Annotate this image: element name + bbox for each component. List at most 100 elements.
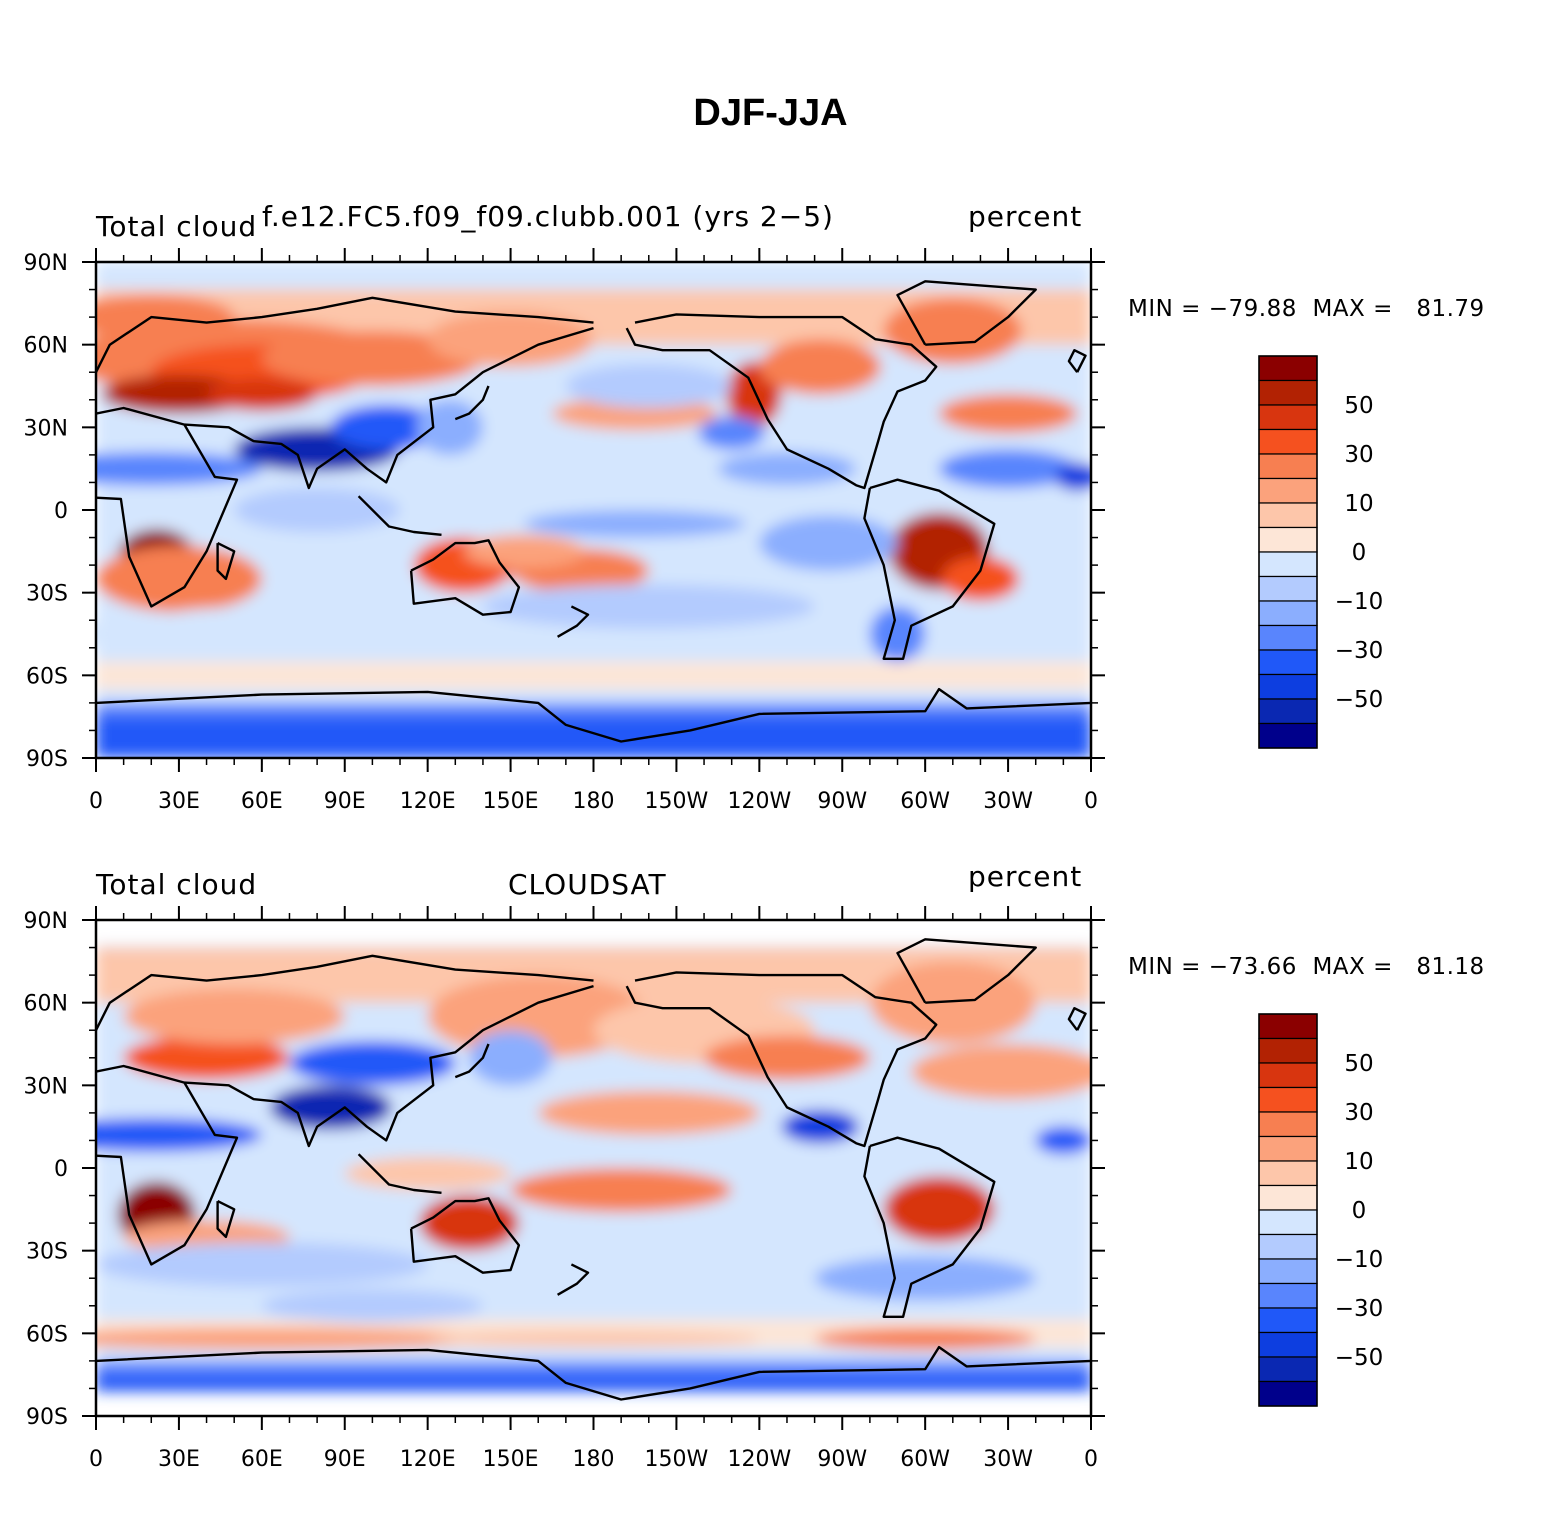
coastline xyxy=(216,1200,236,1239)
field-patch xyxy=(814,1327,1036,1350)
field-patch xyxy=(938,449,1078,488)
colorbar-box xyxy=(1258,379,1318,406)
lon-tick-label: 30W xyxy=(983,1447,1033,1472)
obs-panel: 90N 60N 30N 0 30S 60S 90S 0 30E 60E 90E 120E 150E 180… xyxy=(0,658,1541,1472)
lon-tick-label: 150W xyxy=(645,1447,709,1472)
colorbar-box xyxy=(1258,1184,1318,1211)
field-patch xyxy=(463,534,586,568)
lon-tick-label: 120E xyxy=(400,789,456,814)
colorbar-box xyxy=(1258,477,1318,504)
coastline xyxy=(96,1064,239,1266)
colorbar-box xyxy=(1258,1233,1318,1260)
coastline xyxy=(625,971,938,1148)
lat-tick-label: 90S xyxy=(26,1405,68,1430)
coastline xyxy=(184,984,594,1148)
lat-tick-label: 90S xyxy=(26,747,68,772)
colorbar-label: 30 xyxy=(1344,1100,1373,1126)
field-patch xyxy=(781,1110,859,1144)
field-patch xyxy=(96,1118,262,1152)
colorbar-label: −10 xyxy=(1335,1247,1384,1273)
field-patch xyxy=(96,1327,483,1350)
lon-tick-label: 30E xyxy=(158,1447,200,1472)
coastline xyxy=(409,539,521,616)
coastline xyxy=(96,406,239,608)
lon-tick-label: 90W xyxy=(817,1447,867,1472)
coastline xyxy=(557,605,590,638)
colorbar: 50 30 10 0 −10 −30 −50 xyxy=(1258,1013,1384,1407)
panel-units-label: percent xyxy=(968,200,1083,233)
colorbar-box xyxy=(1258,1380,1318,1407)
field-patch xyxy=(869,961,1036,1044)
field-patch xyxy=(234,487,401,533)
field-patch xyxy=(524,510,746,538)
lat-tick-label: 30N xyxy=(24,1074,68,1099)
coastlines xyxy=(96,938,1091,1401)
lat-tick-label: 30S xyxy=(26,582,68,607)
figure-title: DJF-JJA xyxy=(693,92,848,134)
coastline xyxy=(863,1136,996,1318)
colorbar-box xyxy=(1258,1356,1318,1383)
field-patch xyxy=(941,556,1020,601)
colorbar-label: −10 xyxy=(1335,589,1384,615)
coastline xyxy=(96,1345,1091,1401)
coastline xyxy=(96,954,594,1031)
field-patch xyxy=(698,416,765,450)
field-patch xyxy=(96,620,235,648)
colorbar-box xyxy=(1258,1307,1318,1334)
field-patch xyxy=(482,584,815,629)
coastlines xyxy=(96,280,1091,743)
lon-tick-label: 0 xyxy=(89,789,103,814)
lon-tick-label: 0 xyxy=(1084,789,1098,814)
field-patch xyxy=(510,1168,732,1213)
lat-tick-label: 90N xyxy=(24,909,68,934)
field-patch xyxy=(123,1035,290,1080)
field-patch xyxy=(883,1176,995,1243)
colorbar-box xyxy=(1258,1331,1318,1358)
coastline xyxy=(96,296,594,373)
field-patch xyxy=(717,452,857,486)
field-patch xyxy=(123,988,345,1044)
field-patch xyxy=(1035,1126,1091,1155)
lon-tick-label: 120W xyxy=(727,1447,791,1472)
field-patch xyxy=(759,515,898,571)
coastline xyxy=(1067,349,1087,373)
field-patch xyxy=(206,377,318,411)
lon-tick-label: 0 xyxy=(89,1447,103,1472)
model-map: 90N 60N 30N 0 30S 60S 90S 0 30E 60E 90E 120E 150E 180… xyxy=(24,248,1105,814)
coastline xyxy=(216,542,236,581)
field-patch xyxy=(419,1195,519,1251)
lon-tick-label: 90E xyxy=(324,1447,366,1472)
colorbar-box xyxy=(1258,575,1318,602)
lon-tick-label: 60W xyxy=(900,1447,950,1472)
min-max-readout: MIN = −79.88 MAX = 81.79 xyxy=(1128,296,1485,322)
lat-tick-label: 0 xyxy=(54,1157,68,1182)
coastline xyxy=(454,1043,490,1079)
colorbar-box xyxy=(1258,1209,1318,1236)
lat-tick-label: 30N xyxy=(24,416,68,441)
colorbar-label: −30 xyxy=(1335,638,1384,664)
field-patch xyxy=(96,452,262,486)
field-patch xyxy=(96,295,235,340)
lon-tick-label: 30E xyxy=(158,789,200,814)
lat-tick-label: 0 xyxy=(54,499,68,524)
lon-tick-label: 180 xyxy=(573,789,615,814)
colorbar-box xyxy=(1258,1282,1318,1309)
colorbar-label: −30 xyxy=(1335,1296,1384,1322)
colorbar-box xyxy=(1258,526,1318,553)
panel-units-label: percent xyxy=(968,860,1083,893)
colorbar-box xyxy=(1258,1062,1318,1089)
lon-tick-label: 90E xyxy=(324,789,366,814)
colorbar-box xyxy=(1258,453,1318,480)
colorbar-label: 10 xyxy=(1344,1149,1373,1175)
coastline xyxy=(96,687,1091,743)
colorbar-label: 10 xyxy=(1344,491,1373,517)
field-patch xyxy=(911,1044,1091,1100)
field-patch xyxy=(96,545,262,612)
field-patch xyxy=(289,1041,456,1086)
panel-left-label: Total cloud xyxy=(96,210,258,243)
colorbar-box xyxy=(1258,624,1318,651)
lon-tick-label: 90W xyxy=(817,789,867,814)
colorbar-box xyxy=(1258,600,1318,627)
colorbar-label: 50 xyxy=(1344,1051,1373,1077)
colorbar-label: 50 xyxy=(1344,393,1373,419)
